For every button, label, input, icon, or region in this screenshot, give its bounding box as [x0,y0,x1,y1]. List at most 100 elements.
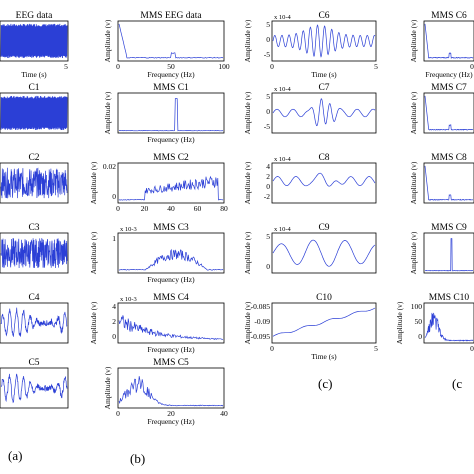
col-b-plot-5-ytick: 2 [112,317,116,326]
col-d-plot-1-ylabel: Amplitude (v) [409,19,418,62]
col-b-plot-2-frame [117,92,225,134]
col-c-plot-3-ytick: -2 [264,192,270,201]
col-c-plot-3-title: C8 [318,153,329,163]
col-a-plot-6-frame [0,367,69,409]
col-c-plot-5-trace [272,307,376,337]
col-a-plot-4-trace [0,238,68,269]
col-b-plot-5-frame [117,302,225,344]
col-d-plot-2-ylabel: Amplitude (v) [409,91,418,134]
col-b-plot-5-ytick: 0 [112,332,116,341]
col-b-plot-5-ytick: 4 [112,302,116,311]
col-d-plot-1-trace [424,23,474,59]
col-c-plot-2-trace [272,98,376,127]
col-c-plot-1-ytick: 5 [266,20,270,29]
col-d-plot-3-ylabel: Amplitude (v) [409,161,418,204]
col-a-plot-4-title: C3 [28,223,39,233]
col-b-plot-4-title: MMS C3 [153,223,189,233]
col-b-plot-6-title: MMS C5 [153,358,189,368]
col-c-plot-3-exponent: x 10-4 [274,156,292,163]
col-d-plot-1-xtick: 0 [470,62,474,71]
col-a-plot-2-title: C1 [28,83,39,93]
col-b-plot-3-xtick: 80 [220,204,228,213]
panel-label-2: (b) [130,451,145,466]
col-c-plot-4-frame [271,232,377,274]
col-b-plot-3-frame [117,162,225,204]
col-a-plot-4-frame [0,232,69,274]
col-b-plot-6-xtick: 40 [220,409,228,418]
col-c-plot-2-frame [271,92,377,134]
col-c-plot-2-title: C7 [318,83,329,93]
col-b-plot-1-frame [117,20,225,62]
col-b-plot-3-xtick: 60 [194,204,202,213]
col-b-plot-5-trace [118,315,224,340]
col-c-plot-5-ytick: -0.09 [254,317,270,326]
col-d-plot-1-frame [423,20,474,62]
col-b-plot-3-xtick: 40 [167,204,175,213]
panel-label-3: (c) [318,376,332,391]
col-c-plot-1-ytick: 0 [266,35,270,44]
col-b-plot-6-xtick: 20 [167,409,175,418]
col-a-plot-1-frame [0,20,69,62]
col-c-plot-4-exponent: x 10-4 [274,226,292,233]
col-b-plot-2-title: MMS C1 [153,83,189,93]
col-b-plot-6-trace [118,376,224,407]
col-c-plot-1-ylabel: Amplitude (v) [243,19,252,62]
col-b-plot-3-trace [118,175,224,201]
col-c-plot-1-frame [271,20,377,62]
col-b-plot-1-xlabel: Frequency (Hz) [147,70,195,79]
col-c-plot-4-ytick: 0 [266,262,270,271]
col-d-plot-5-ytick: 50 [415,317,423,326]
col-b-plot-6-xtick: 0 [116,409,120,418]
col-d-plot-5-trace [424,312,474,342]
col-c-plot-5-frame [271,302,377,344]
col-c-plot-1-title: C6 [318,11,329,21]
col-b-plot-3-ylabel: Amplitude (v) [89,161,98,204]
col-a-plot-3-title: C2 [28,153,39,163]
col-b-plot-4-frame [117,232,225,274]
col-c-plot-4-ylabel: Amplitude (v) [243,231,252,274]
col-c-plot-1-xlabel: Time (s) [311,70,337,79]
col-d-plot-2-trace [424,95,474,131]
col-d-plot-1-xlabel: Frequency (Hz) [425,70,473,79]
col-b-plot-4-ytick: 1 [112,234,116,243]
col-d-plot-1-title: MMS C6 [431,11,467,21]
col-a-plot-1-trace [0,23,68,59]
col-b-plot-3-xtick: 0 [116,204,120,213]
col-c-plot-5-xtick: 5 [374,344,378,353]
col-b-plot-1-xtick: 0 [116,62,120,71]
col-b-plot-6-xlabel: Frequency (Hz) [147,417,195,426]
col-b-plot-5-exponent: x 10-3 [120,296,137,303]
col-c-plot-5-xtick: 0 [270,344,274,353]
col-d-plot-3-frame [423,162,474,204]
col-b-plot-1-title: MMS EEG data [140,11,202,21]
col-c-plot-5-xlabel: Time (s) [311,352,337,361]
col-a-plot-5-trace [0,307,68,337]
col-a-plot-3-trace [0,167,68,199]
col-b-plot-3-ytick: 0 [112,192,116,201]
col-d-plot-4-trace [425,238,473,272]
col-b-plot-5-xlabel: Frequency (Hz) [147,345,195,354]
col-b-plot-5-ylabel: Amplitude (v) [89,301,98,344]
col-c-plot-3-ylabel: Amplitude (v) [243,161,252,204]
col-a-plot-1-title: EEG data [16,11,53,21]
col-b-plot-1-ylabel: Amplitude (v) [103,19,112,62]
col-b-plot-6-ylabel: Amplitude (v) [103,366,112,409]
col-d-plot-2-title: MMS C7 [431,83,467,93]
col-c-plot-2-ytick: 5 [266,92,270,101]
col-b-plot-1-trace [118,23,224,59]
col-b-plot-1-xtick: 100 [218,62,230,71]
col-a-plot-2-frame [0,92,69,134]
col-b-plot-4-exponent: x 10-3 [120,226,137,233]
col-d-plot-5-ytick: 100 [411,302,423,311]
col-d-plot-5-frame [423,302,474,344]
col-b-plot-3-ytick: 0.02 [103,162,116,171]
col-c-plot-5-ylabel: Amplitude (v) [243,301,252,344]
col-c-plot-3-frame [271,162,377,204]
col-c-plot-1-xtick: 0 [270,62,274,71]
col-b-plot-4-trace [119,248,224,271]
col-c-plot-1-exponent: x 10-4 [274,14,292,21]
col-b-plot-1-xtick: 50 [167,62,175,71]
col-a-plot-6-trace [0,373,68,404]
col-d-plot-4-ylabel: Amplitude (v) [409,231,418,274]
col-c-plot-2-ylabel: Amplitude (v) [243,91,252,134]
